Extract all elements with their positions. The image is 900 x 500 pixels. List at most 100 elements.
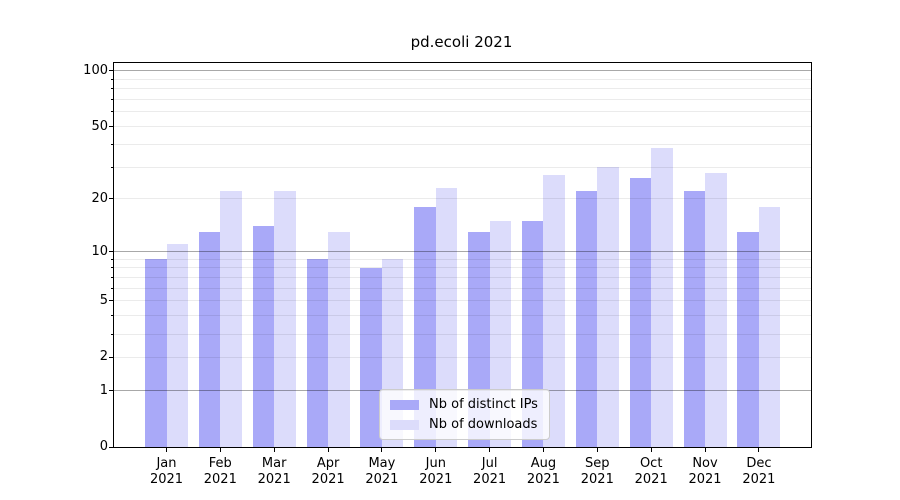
legend-item-downloads: Nb of downloads xyxy=(390,417,538,432)
y-tick xyxy=(109,70,114,72)
y-tick-minor xyxy=(111,258,114,260)
x-tick xyxy=(489,448,491,452)
gridline-minor xyxy=(114,166,811,168)
y-tick-label: 2 xyxy=(99,349,108,365)
bar-distinct-ips-sep xyxy=(575,191,598,447)
x-tick xyxy=(273,448,275,452)
y-tick-minor xyxy=(111,111,114,113)
bar-downloads-jun xyxy=(435,187,458,447)
y-tick-minor xyxy=(111,333,114,335)
y-tick-label: 1 xyxy=(99,382,108,398)
plot-area: Nb of distinct IPs Nb of downloads 100 50… xyxy=(83,62,812,487)
y-tick xyxy=(109,251,114,252)
bar-downloads-apr xyxy=(328,231,350,447)
bar-downloads-dec xyxy=(758,207,781,447)
x-tick-label-sep: Sep 2021 xyxy=(580,456,614,487)
x-tick xyxy=(219,448,221,452)
x-tick-label-jul: Jul 2021 xyxy=(473,456,507,487)
y-tick xyxy=(109,198,114,200)
x-tick xyxy=(704,448,706,452)
gridline-minor xyxy=(114,126,811,127)
legend-swatch-distinct-ips xyxy=(390,399,419,410)
x-tick-label-apr: Apr 2021 xyxy=(311,456,345,487)
gridline-minor xyxy=(114,300,811,302)
y-tick-label: 50 xyxy=(91,118,108,134)
x-tick xyxy=(758,448,760,452)
y-tick-minor xyxy=(111,277,114,278)
x-tick-label-jan: Jan 2021 xyxy=(149,456,184,487)
bar-downloads-mar xyxy=(274,191,296,447)
x-tick-label-jun: Jun 2021 xyxy=(419,456,453,487)
gridline-major xyxy=(114,251,811,252)
bar-downloads-nov xyxy=(705,172,727,447)
bar-distinct-ips-feb xyxy=(198,231,221,447)
y-tick-minor xyxy=(111,99,114,100)
gridline-major xyxy=(114,70,811,72)
legend-label-downloads: Nb of downloads xyxy=(429,417,538,432)
y-tick-label: 0 xyxy=(99,439,108,454)
y-tick xyxy=(109,446,114,448)
gridline-minor xyxy=(114,143,811,145)
bar-distinct-ips-jun xyxy=(414,207,436,447)
y-tick-minor xyxy=(111,143,114,145)
x-tick xyxy=(166,448,167,452)
x-tick-label-aug: Aug 2021 xyxy=(526,456,560,487)
gridline-minor xyxy=(114,356,811,358)
y-tick-minor xyxy=(111,88,114,90)
y-tick-minor xyxy=(111,166,114,168)
y-tick-minor xyxy=(111,267,114,269)
bar-distinct-ips-apr xyxy=(306,259,329,447)
y-tick-minor xyxy=(111,78,114,80)
gridline-minor xyxy=(114,99,811,100)
y-tick xyxy=(109,126,114,127)
y-tick-label: 5 xyxy=(99,292,108,308)
gridline-minor xyxy=(114,315,811,317)
y-tick xyxy=(109,390,114,391)
bar-downloads-sep xyxy=(597,167,619,447)
bar-downloads-jan xyxy=(166,244,188,447)
bar-distinct-ips-nov xyxy=(683,191,705,447)
gridline-minor xyxy=(114,258,811,260)
y-tick-minor xyxy=(111,287,114,289)
gridline-minor xyxy=(114,78,811,80)
bar-downloads-oct xyxy=(651,148,673,447)
x-tick xyxy=(435,448,437,452)
x-tick xyxy=(596,448,598,452)
bar-downloads-aug xyxy=(543,175,565,447)
x-tick-label-oct: Oct 2021 xyxy=(634,456,668,487)
x-tick xyxy=(650,448,652,452)
legend-swatch-downloads xyxy=(390,419,419,430)
x-tick-label-dec: Dec 2021 xyxy=(742,456,776,487)
y-tick xyxy=(109,356,114,358)
legend: Nb of distinct IPs Nb of downloads xyxy=(379,389,550,440)
gridline-minor xyxy=(114,88,811,90)
gridline-minor xyxy=(114,333,811,335)
bar-distinct-ips-may xyxy=(360,267,382,447)
x-tick-label-mar: Mar 2021 xyxy=(257,456,291,487)
y-tick-minor xyxy=(111,315,114,317)
legend-item-distinct-ips: Nb of distinct IPs xyxy=(390,397,538,412)
y-tick-label: 10 xyxy=(91,243,108,259)
bar-distinct-ips-jan xyxy=(145,259,167,447)
bar-distinct-ips-mar xyxy=(252,226,275,447)
gridline-minor xyxy=(114,111,811,113)
gridline-minor xyxy=(114,267,811,269)
y-tick xyxy=(109,300,114,302)
y-tick-label: 20 xyxy=(91,190,108,206)
x-tick-label-may: May 2021 xyxy=(365,456,399,487)
x-tick xyxy=(381,448,383,452)
x-tick-label-feb: Feb 2021 xyxy=(203,456,237,487)
bar-distinct-ips-oct xyxy=(629,178,652,447)
x-tick xyxy=(327,448,329,452)
x-tick xyxy=(542,448,544,452)
gridline-minor xyxy=(114,198,811,200)
gridline-minor xyxy=(114,287,811,289)
bar-distinct-ips-dec xyxy=(737,231,759,447)
legend-label-distinct-ips: Nb of distinct IPs xyxy=(429,397,538,412)
gridline-minor xyxy=(114,277,811,278)
bar-downloads-feb xyxy=(220,191,242,447)
chart-title: pd.ecoli 2021 xyxy=(410,33,513,51)
x-tick-label-nov: Nov 2021 xyxy=(688,456,722,487)
y-tick-label: 100 xyxy=(83,62,108,78)
